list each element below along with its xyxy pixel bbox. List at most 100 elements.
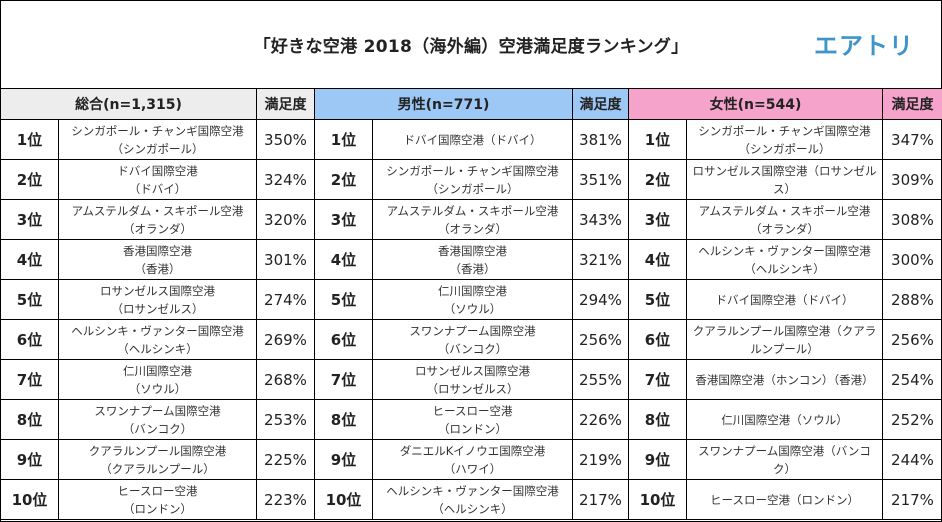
total-airport-cell: ヘルシンキ・ヴァンター国際空港 （ヘルシンキ） xyxy=(58,319,257,360)
female-rank-cell: 10位 xyxy=(628,479,687,520)
female-rank-cell: 4位 xyxy=(628,239,687,280)
airport-name: スワンナプーム国際空港 xyxy=(94,403,221,418)
airport-location: （ヘルシンキ） xyxy=(432,501,513,516)
airport-location: （ドバイ） xyxy=(128,181,187,196)
male-satisfaction-cell: 255% xyxy=(572,359,629,400)
airport-name: アムステルダム・スキポール空港 xyxy=(71,203,244,218)
female-satisfaction-cell: 300% xyxy=(882,239,942,280)
airport-location: （ロンドン） xyxy=(123,501,192,516)
airport-name: 香港国際空港 xyxy=(438,243,507,258)
female-rank-cell: 7位 xyxy=(628,359,687,400)
male-airport-cell: ヘルシンキ・ヴァンター国際空港 （ヘルシンキ） xyxy=(372,479,573,520)
male-satisfaction-cell: 343% xyxy=(572,199,629,240)
male-rank-cell: 8位 xyxy=(314,399,373,440)
ranking-table: 総合(n=1,315) 満足度 男性(n=771) 満足度 女性(n=544) … xyxy=(0,88,942,520)
female-airport-cell: ドバイ国際空港（ドバイ） xyxy=(686,279,883,320)
total-satisfaction-cell: 350% xyxy=(256,119,315,160)
female-score-header: 満足度 xyxy=(882,88,942,120)
airport-name: シンガポール・チャンギ国際空港 xyxy=(698,123,871,138)
table-row: 3位 アムステルダム・スキポール空港 （オランダ） 320% 3位 アムステルダム・スキポ… xyxy=(0,199,942,240)
female-rank-cell: 1位 xyxy=(628,119,687,160)
airport-name: ドバイ国際空港（ドバイ） xyxy=(715,292,854,307)
female-airport-cell: ヒースロー空港（ロンドン） xyxy=(686,479,883,520)
female-airport-cell: クアラルンプール国際空港（クアラ ルンプール） xyxy=(686,319,883,360)
female-satisfaction-cell: 256% xyxy=(882,319,942,360)
male-rank-cell: 3位 xyxy=(314,199,373,240)
female-airport-cell: アムステルダム・スキポール空港 （オランダ） xyxy=(686,199,883,240)
airport-name: ヘルシンキ・ヴァンター国際空港 xyxy=(71,323,244,338)
male-airport-cell: ダニエルKイノウエ国際空港 （ハワイ） xyxy=(372,439,573,480)
male-rank-cell: 1位 xyxy=(314,119,373,160)
total-satisfaction-cell: 253% xyxy=(256,399,315,440)
airport-name: ロサンゼルス国際空港 xyxy=(100,283,215,298)
airport-location: （シンガポール） xyxy=(426,181,519,196)
male-rank-cell: 5位 xyxy=(314,279,373,320)
airport-name: スワンナプーム国際空港（バンコ xyxy=(698,443,871,458)
total-airport-cell: ロサンゼルス国際空港 （ロサンゼルス） xyxy=(58,279,257,320)
female-satisfaction-cell: 347% xyxy=(882,119,942,160)
total-score-header: 満足度 xyxy=(256,88,315,120)
airport-name: ダニエルKイノウエ国際空港 xyxy=(399,443,546,458)
airport-location: ルンプール） xyxy=(750,341,819,356)
male-satisfaction-cell: 217% xyxy=(572,479,629,520)
ranking-body: 1位 シンガポール・チャンギ国際空港 （シンガポール） 350% 1位 ドバイ国際空港（ド… xyxy=(0,119,942,520)
table-row: 9位 クアラルンプール国際空港 （クアラルンプール） 225% 9位 ダニエルKイノウエ国… xyxy=(0,439,942,480)
page-title: 「好きな空港 2018（海外編）空港満足度ランキング」 xyxy=(253,36,689,57)
airport-name: ドバイ国際空港 xyxy=(117,163,198,178)
female-satisfaction-cell: 309% xyxy=(882,159,942,200)
airport-name: ドバイ国際空港（ドバイ） xyxy=(403,132,542,147)
female-rank-cell: 9位 xyxy=(628,439,687,480)
airport-location: ス） xyxy=(773,181,796,196)
female-satisfaction-cell: 244% xyxy=(882,439,942,480)
airport-name: ヒースロー空港（ロンドン） xyxy=(710,492,859,507)
male-airport-cell: スワンナプーム国際空港 （バンコク） xyxy=(372,319,573,360)
airport-location: （オランダ） xyxy=(750,221,819,236)
male-satisfaction-cell: 256% xyxy=(572,319,629,360)
airport-name: ヘルシンキ・ヴァンター国際空港 xyxy=(386,483,559,498)
total-rank-cell: 3位 xyxy=(0,199,59,240)
female-rank-cell: 3位 xyxy=(628,199,687,240)
female-satisfaction-cell: 288% xyxy=(882,279,942,320)
total-airport-cell: 香港国際空港 （香港） xyxy=(58,239,257,280)
total-satisfaction-cell: 274% xyxy=(256,279,315,320)
airport-location: （香港） xyxy=(134,261,181,276)
airport-name: シンガポール・チャンギ国際空港 xyxy=(386,163,559,178)
total-rank-cell: 1位 xyxy=(0,119,59,160)
total-satisfaction-cell: 269% xyxy=(256,319,315,360)
airport-name: ロサンゼルス国際空港 xyxy=(415,363,530,378)
table-row: 4位 香港国際空港 （香港） 301% 4位 香港国際空港 （香港） 321% 4位 ヘルシンキ・… xyxy=(0,239,942,280)
airport-location: （ロサンゼルス） xyxy=(111,301,204,316)
airport-location: ク） xyxy=(773,461,796,476)
male-satisfaction-cell: 294% xyxy=(572,279,629,320)
total-airport-cell: シンガポール・チャンギ国際空港 （シンガポール） xyxy=(58,119,257,160)
total-satisfaction-cell: 223% xyxy=(256,479,315,520)
total-group-header: 総合(n=1,315) xyxy=(0,88,257,120)
airport-location: （香港） xyxy=(449,261,496,276)
airport-location: （クアラルンプール） xyxy=(100,461,215,476)
airport-name: 香港国際空港（ホンコン）（香港） xyxy=(695,372,874,387)
male-airport-cell: 仁川国際空港 （ソウル） xyxy=(372,279,573,320)
total-rank-cell: 5位 xyxy=(0,279,59,320)
airport-name: クアラルンプール国際空港 xyxy=(88,443,227,458)
airport-name: ロサンゼルス国際空港（ロサンゼル xyxy=(692,163,877,178)
table-row: 7位 仁川国際空港 （ソウル） 268% 7位 ロサンゼルス国際空港 （ロサンゼルス） 255… xyxy=(0,359,942,400)
female-rank-cell: 2位 xyxy=(628,159,687,200)
male-rank-cell: 6位 xyxy=(314,319,373,360)
table-row: 2位 ドバイ国際空港 （ドバイ） 324% 2位 シンガポール・チャンギ国際空港 （シンガポ… xyxy=(0,159,942,200)
total-rank-cell: 4位 xyxy=(0,239,59,280)
airport-location: （オランダ） xyxy=(438,221,507,236)
male-airport-cell: シンガポール・チャンギ国際空港 （シンガポール） xyxy=(372,159,573,200)
total-satisfaction-cell: 268% xyxy=(256,359,315,400)
airport-location: （バンコク） xyxy=(122,421,193,436)
total-satisfaction-cell: 320% xyxy=(256,199,315,240)
airport-location: （ヘルシンキ） xyxy=(117,341,198,356)
male-satisfaction-cell: 351% xyxy=(572,159,629,200)
total-airport-cell: ヒースロー空港 （ロンドン） xyxy=(58,479,257,520)
female-airport-cell: 仁川国際空港（ソウル） xyxy=(686,399,883,440)
male-satisfaction-cell: 226% xyxy=(572,399,629,440)
table-row: 8位 スワンナプーム国際空港 （バンコク） 253% 8位 ヒースロー空港 （ロンドン） 22… xyxy=(0,399,942,440)
male-airport-cell: ロサンゼルス国際空港 （ロサンゼルス） xyxy=(372,359,573,400)
total-airport-cell: スワンナプーム国際空港 （バンコク） xyxy=(58,399,257,440)
airport-location: （バンコク） xyxy=(437,341,508,356)
total-airport-cell: 仁川国際空港 （ソウル） xyxy=(58,359,257,400)
